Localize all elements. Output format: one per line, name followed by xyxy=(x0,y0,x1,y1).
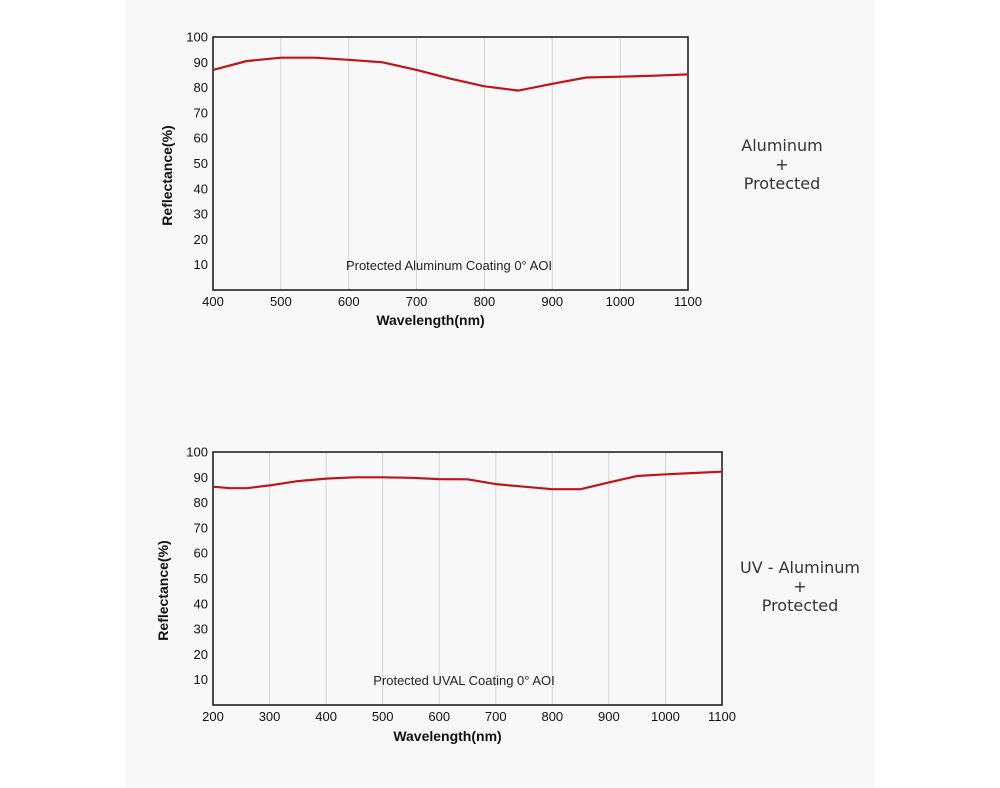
coating-label-line1: Aluminum xyxy=(741,136,823,155)
y-axis-title: Reflectance(%) xyxy=(155,540,171,640)
x-tick-label: 1000 xyxy=(606,294,635,309)
y-tick-label: 50 xyxy=(194,571,208,586)
x-tick-label: 800 xyxy=(474,294,496,309)
y-tick-label: 90 xyxy=(194,470,208,485)
y-tick-label: 60 xyxy=(194,131,208,146)
reflectance-line xyxy=(212,470,723,491)
y-tick-label: 10 xyxy=(194,257,208,272)
y-tick-label: 80 xyxy=(194,495,208,510)
plot-frame xyxy=(212,451,723,706)
coating-label-line3: Protected xyxy=(743,174,821,193)
y-tick-label: 10 xyxy=(194,672,208,687)
chart-protected-aluminum: 10 20 30 40 50 60 70 80 90 100 400 500 600 700 800 900 1… xyxy=(159,30,702,329)
y-tick-label: 90 xyxy=(194,55,208,70)
y-tick-label: 70 xyxy=(194,105,208,120)
coating-caption: Protected Aluminum Coating 0° AOI xyxy=(346,258,552,273)
y-tick-label: 50 xyxy=(194,156,208,171)
x-tick-label: 400 xyxy=(315,709,337,724)
y-tick-label: 40 xyxy=(194,181,208,196)
chart-protected-uval: 10 20 30 40 50 60 70 80 90 100 200 300 400 500 600 700 8… xyxy=(155,445,736,745)
coating-label-aluminum: Aluminum + Protected xyxy=(712,136,852,193)
y-tick-label: 30 xyxy=(194,207,208,222)
x-tick-label: 900 xyxy=(598,709,620,724)
coating-label-line2: + xyxy=(775,155,789,174)
x-tick-label: 600 xyxy=(428,709,450,724)
y-tick-label: 20 xyxy=(194,232,208,247)
x-tick-label: 600 xyxy=(338,294,360,309)
coating-label-line3: Protected xyxy=(761,596,839,615)
background-panel xyxy=(125,0,875,788)
y-tick-label: 60 xyxy=(194,546,208,561)
x-tick-label: 900 xyxy=(541,294,563,309)
x-tick-label: 1000 xyxy=(651,709,680,724)
y-tick-label: 30 xyxy=(194,622,208,637)
coating-caption: Protected UVAL Coating 0° AOI xyxy=(373,673,555,688)
coating-label-line1: UV - Aluminum xyxy=(739,558,861,577)
x-tick-label: 800 xyxy=(541,709,563,724)
x-tick-label: 700 xyxy=(485,709,507,724)
x-tick-label: 200 xyxy=(202,709,224,724)
x-tick-label: 400 xyxy=(202,294,224,309)
x-tick-label: 1100 xyxy=(674,294,702,309)
x-axis-title: Wavelength(nm) xyxy=(393,728,501,744)
y-tick-label: 20 xyxy=(194,647,208,662)
y-tick-label: 40 xyxy=(194,596,208,611)
y-tick-label: 80 xyxy=(194,80,208,95)
plot-frame xyxy=(212,36,689,291)
y-tick-label: 70 xyxy=(194,520,208,535)
x-tick-label: 1100 xyxy=(708,709,736,724)
x-tick-label: 300 xyxy=(259,709,281,724)
coating-label-line2: + xyxy=(793,577,807,596)
x-axis-title: Wavelength(nm) xyxy=(376,312,484,328)
x-tick-label: 700 xyxy=(406,294,428,309)
y-tick-label: 100 xyxy=(186,30,208,45)
x-tick-label: 500 xyxy=(270,294,292,309)
x-tick-label: 500 xyxy=(372,709,394,724)
y-axis-title: Reflectance(%) xyxy=(159,125,175,225)
coating-label-uv-aluminum: UV - Aluminum + Protected xyxy=(720,558,880,615)
y-tick-label: 100 xyxy=(186,445,208,460)
reflectance-line xyxy=(212,56,689,92)
